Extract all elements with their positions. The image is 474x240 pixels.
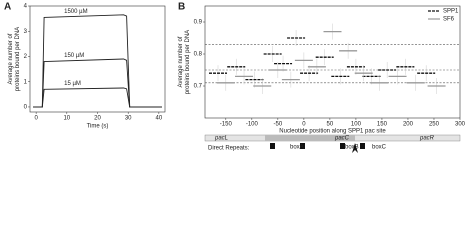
region — [265, 135, 355, 141]
repeat-box — [360, 143, 365, 149]
legend-label: SF6 — [443, 17, 455, 23]
y-axis-label: Average number ofproteins bound per DNA — [8, 27, 21, 91]
y-tick-label: 0.8 — [194, 52, 203, 58]
y-tick-label: 2 — [24, 54, 28, 60]
trace-label: 1500 µM — [64, 9, 87, 15]
x-tick-label: 100 — [351, 122, 362, 128]
region-label: pacC — [334, 136, 350, 142]
y-label-line: Average number of — [178, 36, 184, 87]
y-tick-label: 0 — [24, 105, 28, 111]
plot-frame — [29, 5, 166, 113]
trace — [33, 87, 162, 108]
plot-frame — [204, 5, 461, 119]
x-tick-label: 30 — [125, 116, 132, 122]
diagram-title: Direct Repeats: — [208, 146, 250, 152]
repeat-box — [340, 143, 345, 149]
x-tick-label: -150 — [220, 122, 233, 128]
x-tick-label: 10 — [63, 116, 70, 122]
x-tick-label: -50 — [274, 122, 283, 128]
x-tick-label: -100 — [246, 122, 259, 128]
x-tick-label: 0 — [302, 122, 306, 128]
y-tick-label: 4 — [24, 4, 28, 10]
y-label-line: Average number of — [8, 33, 14, 84]
x-axis-label: Time (s) — [87, 124, 109, 130]
x-axis-label: Nucleotide position along SPP1 pac site — [279, 129, 386, 135]
box-label: boxC — [372, 145, 387, 151]
box-label: boxB — [345, 145, 359, 151]
y-axis-label: Average number ofproteins bound per DNA — [178, 30, 191, 94]
x-tick-label: 150 — [377, 122, 388, 128]
repeat-box — [300, 143, 305, 149]
panel-label: B — [178, 2, 185, 13]
y-label-line: proteins bound per DNA — [185, 30, 191, 94]
x-tick-label: 40 — [156, 116, 163, 122]
y-label-line: proteins bound per DNA — [15, 27, 21, 91]
trace-label: 150 µM — [64, 53, 84, 59]
y-tick-label: 0.7 — [194, 84, 203, 90]
x-tick-label: 200 — [403, 122, 414, 128]
orf-arrow — [352, 143, 358, 153]
box-label: boxA — [290, 145, 304, 151]
y-tick-label: 1 — [24, 79, 28, 85]
region-label: pacL — [214, 136, 228, 142]
x-tick-label: 250 — [429, 122, 440, 128]
trace-label: 15 µM — [64, 81, 81, 87]
region-label: pacR — [419, 136, 435, 142]
y-tick-label: 0.9 — [194, 20, 203, 26]
panel-label: A — [4, 2, 11, 13]
legend-label: SPP1 — [443, 9, 459, 15]
x-tick-label: 50 — [327, 122, 334, 128]
x-tick-label: 300 — [455, 122, 466, 128]
y-tick-label: 3 — [24, 29, 28, 35]
x-tick-label: 0 — [34, 116, 38, 122]
repeat-box — [270, 143, 275, 149]
trace — [33, 58, 162, 108]
x-tick-label: 20 — [94, 116, 101, 122]
